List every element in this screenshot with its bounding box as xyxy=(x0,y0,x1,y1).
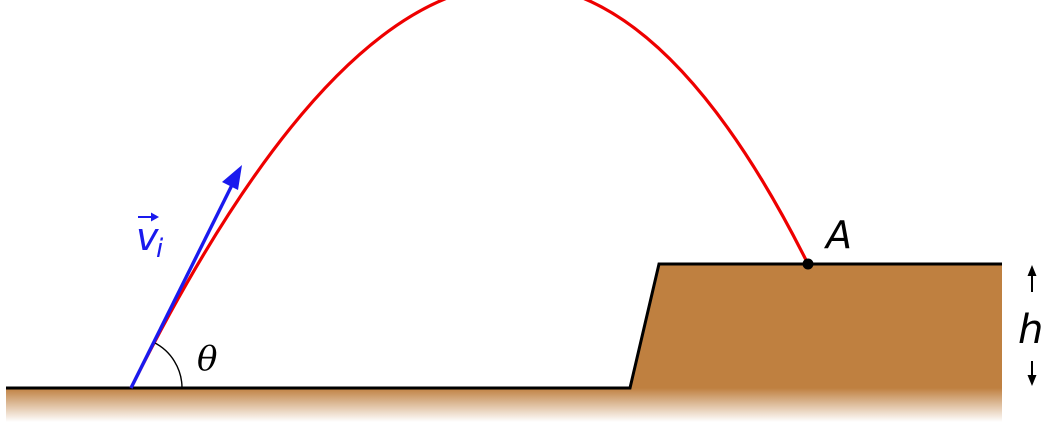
velocity-vector-line xyxy=(129,182,235,389)
arrowhead-icon xyxy=(222,165,242,190)
arrow-down-icon xyxy=(1027,375,1037,386)
arrow-up-icon xyxy=(1027,265,1037,276)
angle-label: θ xyxy=(197,339,217,379)
velocity-subscript: i xyxy=(156,234,164,264)
raised-plateau xyxy=(630,264,1002,388)
ground-outline xyxy=(6,262,1002,390)
angle-arc xyxy=(153,341,183,389)
trajectory-curve xyxy=(129,0,810,389)
landing-point-label: A xyxy=(823,213,852,257)
velocity-label-arrow-icon xyxy=(151,212,159,222)
velocity-label: v xyxy=(136,215,159,259)
height-label: h xyxy=(1018,307,1043,353)
landing-point-dot xyxy=(802,258,814,270)
ground-strip xyxy=(6,388,1002,422)
